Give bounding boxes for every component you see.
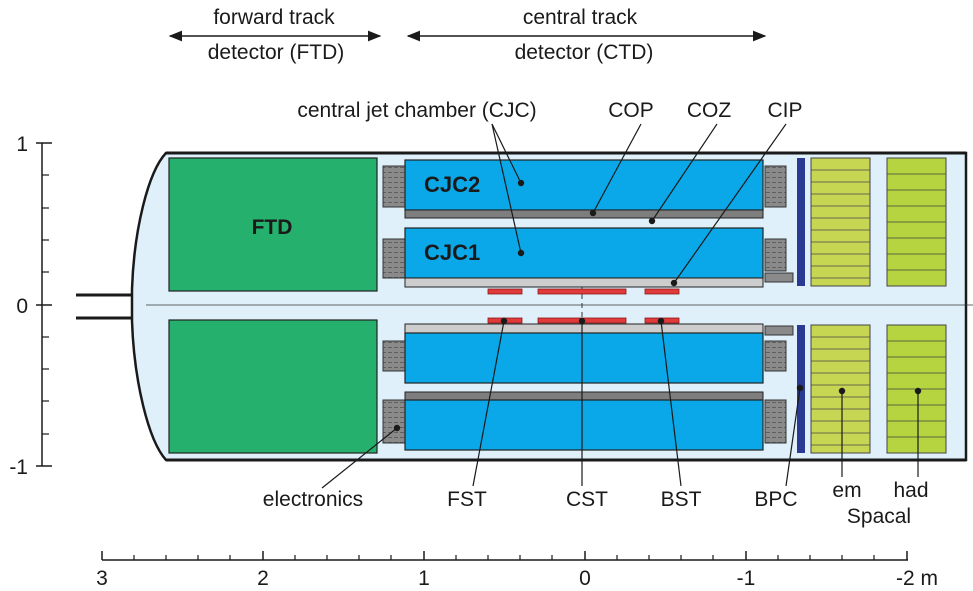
ctd-header: central track detector (CTD) xyxy=(406,6,767,64)
y-tick-label: 1 xyxy=(16,133,28,156)
cip-upper xyxy=(404,277,764,288)
cst-label: CST xyxy=(566,488,608,511)
beam-pipe xyxy=(76,293,133,320)
ftd-upper-block xyxy=(168,157,378,292)
leader-lines-top xyxy=(491,123,787,287)
cop-lower xyxy=(404,391,764,401)
x-tick-label: 0 xyxy=(579,567,591,590)
fst-upper xyxy=(487,288,523,295)
cjc1-upper xyxy=(404,227,764,279)
cst-upper xyxy=(537,288,627,295)
cip-lower xyxy=(404,323,764,334)
cjc1-lower xyxy=(404,332,764,384)
cip-label: CIP xyxy=(767,99,802,122)
x-axis xyxy=(101,551,908,561)
bpc-label: BPC xyxy=(754,488,797,511)
bst-upper xyxy=(644,288,680,295)
spacal-em-upper xyxy=(810,157,871,287)
ctd-header-line1: central track xyxy=(523,6,638,29)
bst-label: BST xyxy=(661,488,702,511)
cjc2-upper xyxy=(404,159,764,211)
ftd-lower-block xyxy=(168,319,378,454)
had-label: had xyxy=(893,479,928,502)
cjc2-lower xyxy=(404,399,764,451)
electronics-label: electronics xyxy=(263,488,363,511)
x-tick-label: 3 xyxy=(96,567,108,590)
cop-label: COP xyxy=(608,99,654,122)
spacal-label: Spacal xyxy=(847,505,911,528)
cjc1-label: CJC1 xyxy=(424,240,480,265)
ctd-header-line2: detector (CTD) xyxy=(515,41,654,64)
spacal-had-upper xyxy=(886,157,947,287)
y-tick-label: 0 xyxy=(16,295,28,318)
ftd-label: FTD xyxy=(252,216,293,239)
ftd-header: forward track detector (FTD) xyxy=(168,6,382,64)
em-label: em xyxy=(832,479,861,502)
cop-upper xyxy=(404,209,764,219)
x-tick-label: 2 xyxy=(257,567,269,590)
silicon-trackers-upper xyxy=(487,288,680,295)
bpc-upper xyxy=(797,158,805,286)
y-axis: 1 0 -1 xyxy=(9,133,52,479)
electronics-right xyxy=(764,165,794,444)
y-tick-label: -1 xyxy=(9,456,28,479)
fst-label: FST xyxy=(447,488,487,511)
x-tick-label: 1 xyxy=(418,567,430,590)
x-tick-label: -1 xyxy=(737,567,756,590)
ftd-header-line2: detector (FTD) xyxy=(208,41,345,64)
leader-lines-bottom xyxy=(321,317,922,489)
cjc-label: central jet chamber (CJC) xyxy=(297,99,536,122)
coz-label: COZ xyxy=(687,99,732,122)
x-tick-label: -2 m xyxy=(896,567,938,590)
cjc2-label: CJC2 xyxy=(424,172,480,197)
ftd-header-line1: forward track xyxy=(213,6,335,29)
